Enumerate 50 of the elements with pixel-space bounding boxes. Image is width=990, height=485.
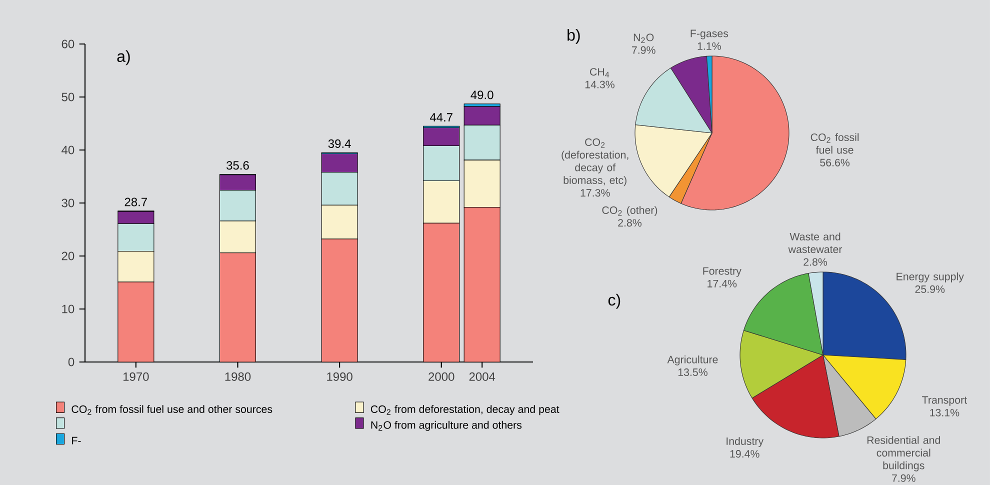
text: c) — [608, 294, 620, 309]
data-label: 1.1% — [698, 42, 721, 50]
x-tick-label: 1990 — [327, 372, 352, 381]
slice-label: CO$_{2}$ (other) — [602, 206, 658, 216]
slice-label: N$_{2}$O — [634, 34, 654, 43]
slice-label: Industry — [726, 437, 764, 448]
data-label: 7.9% — [892, 474, 916, 482]
slice-label: CH$_{4}$ — [590, 68, 610, 78]
data-label: 2.8% — [618, 219, 642, 227]
chart-title: b) — [568, 29, 580, 44]
total-label: 39.4 — [328, 139, 351, 148]
data-label: 14.3% — [585, 80, 614, 88]
slice-label: CO$_{2}$ (deforestation, decay of biomass, etc) — [562, 138, 628, 186]
chart-title: a) — [117, 50, 130, 66]
data-label: 56.6% — [820, 158, 850, 166]
data-label: 17.4% — [708, 280, 737, 288]
y-tick-label: 40 — [62, 146, 74, 154]
x-tick-label: 2004 — [469, 372, 496, 381]
y-tick-label: 10 — [62, 304, 74, 314]
x-tick-label: 2000 — [428, 372, 454, 381]
total-label: 35.6 — [226, 161, 249, 170]
slice-label: F-gases — [690, 30, 728, 40]
legend-label: N$_{2}$O from agriculture and others — [371, 420, 522, 431]
y-tick-label: 50 — [62, 92, 74, 102]
legend-label: CO$_{2}$ from deforestation, decay and peat — [370, 405, 560, 416]
slice-label: Forestry — [703, 267, 742, 277]
slice-label: Residential and commercial buildings — [867, 436, 940, 472]
data-label: 17.3% — [580, 189, 610, 197]
slice-label: Transport — [922, 396, 967, 406]
data-label: 13.5% — [678, 368, 708, 376]
legend-label: F- — [72, 436, 81, 444]
x-tick-label: 1980 — [225, 372, 251, 381]
data-label: 19.4% — [730, 450, 760, 458]
slice-label: Agriculture — [667, 355, 718, 366]
data-label: 7.9% — [632, 46, 656, 54]
slice-label: Energy supply — [896, 272, 964, 282]
y-tick-label: 30 — [62, 198, 74, 208]
data-label: 13.1% — [930, 408, 960, 416]
data-label: 2.8% — [804, 258, 828, 266]
legend-label: CO$_{2}$ from fossil fuel use and other sources — [72, 405, 272, 415]
slice-label: Waste and wastewater — [788, 232, 842, 254]
y-tick-label: 0 — [68, 358, 74, 366]
total-label: 44.7 — [430, 113, 452, 122]
y-tick-label: 20 — [62, 252, 74, 260]
data-label: 25.9% — [915, 285, 945, 293]
total-label: 28.7 — [124, 198, 147, 206]
total-label: 49.0 — [470, 90, 494, 100]
y-tick-label: 60 — [62, 40, 74, 48]
x-tick-label: 1970 — [123, 372, 149, 381]
slice-label: CO$_{2}$ fossil fuel use — [810, 133, 859, 154]
